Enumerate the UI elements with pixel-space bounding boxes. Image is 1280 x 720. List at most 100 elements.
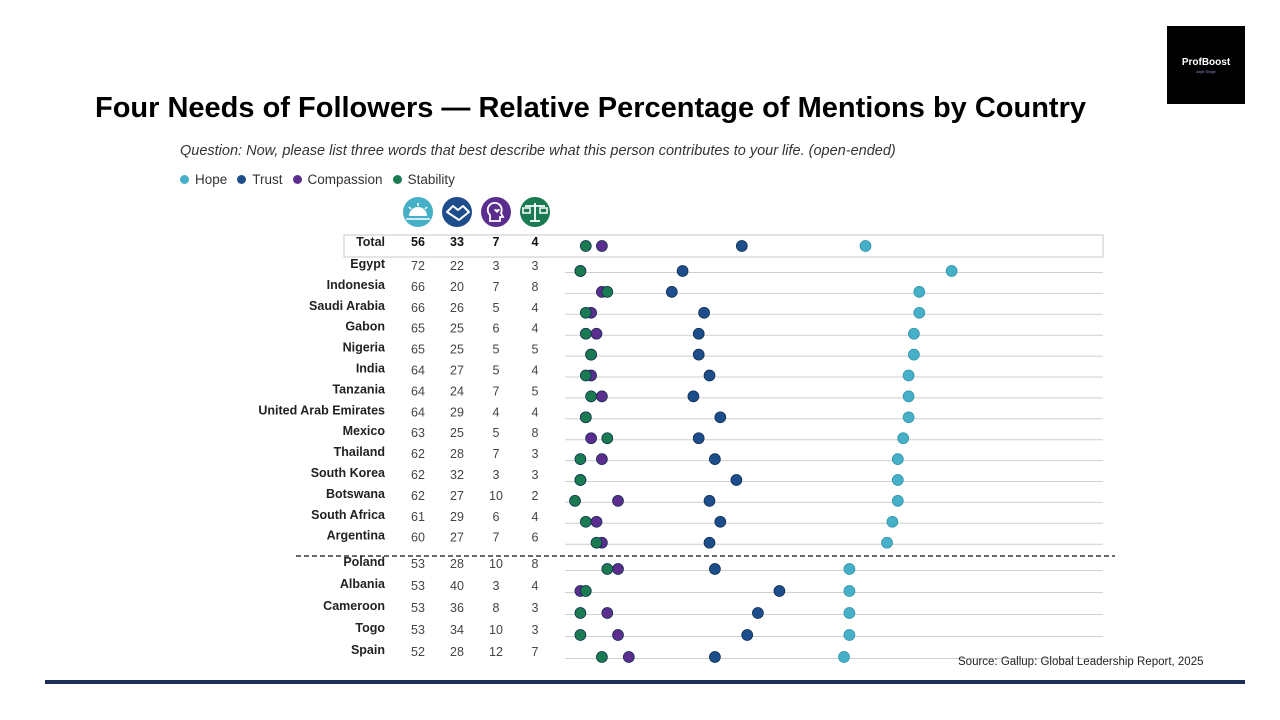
- row-label: Saudi Arabia: [309, 299, 386, 313]
- legend-dot-compassion: [292, 175, 302, 184]
- dot-trust: [698, 306, 710, 319]
- value-label-stability: 4: [532, 322, 539, 336]
- dot-compassion: [590, 515, 603, 528]
- value-label-hope: 65: [411, 343, 425, 357]
- legend-item-compassion: Compassion: [292, 172, 383, 187]
- value-label-compassion: 8: [493, 601, 500, 615]
- value-label-compassion: 5: [493, 343, 500, 357]
- country-row: South Korea 62 32 3 3: [311, 466, 1103, 486]
- value-label-compassion: 12: [489, 645, 503, 659]
- value-label-stability: 8: [532, 557, 539, 571]
- dot-compassion: [596, 240, 608, 252]
- row-label: Albania: [340, 577, 386, 591]
- legend-item-hope: Hope: [180, 172, 227, 187]
- value-label-trust: 25: [450, 322, 464, 336]
- value-label-stability: 3: [532, 259, 539, 273]
- value-label-stability: 4: [532, 405, 539, 419]
- value-label-stability: 5: [532, 343, 539, 357]
- row-label: Togo: [355, 621, 385, 635]
- dot-compassion: [585, 432, 597, 445]
- legend-label-compassion: Compassion: [307, 172, 383, 187]
- dot-hope: [838, 651, 850, 663]
- dot-trust: [692, 327, 705, 340]
- value-label-trust: 20: [450, 280, 464, 294]
- dot-trust: [730, 474, 743, 486]
- dot-stability: [579, 240, 592, 252]
- dot-compassion: [622, 651, 635, 663]
- value-label-hope: 64: [411, 364, 425, 378]
- dot-stability: [601, 432, 614, 445]
- dot-stability: [579, 369, 592, 382]
- value-label-hope: 63: [411, 426, 425, 440]
- country-row: Spain 52 28 12 7: [351, 643, 1103, 663]
- row-label: United Arab Emirates: [258, 403, 385, 417]
- value-label-hope: 53: [411, 623, 425, 637]
- total-row: Total 56 33 7 4: [356, 235, 872, 252]
- dot-stability: [574, 453, 587, 465]
- dot-hope: [891, 474, 904, 486]
- value-label-compassion: 4: [493, 405, 500, 419]
- value-label-trust: 40: [450, 579, 464, 593]
- dot-hope: [908, 348, 920, 361]
- country-row: Botswana 62 27 10 2: [326, 487, 1103, 507]
- country-row: Tanzania 64 24 7 5: [332, 382, 1103, 403]
- value-label-compassion: 10: [489, 489, 503, 503]
- dot-stability: [574, 607, 587, 619]
- dot-compassion: [612, 495, 624, 507]
- dot-hope: [913, 306, 926, 319]
- dot-stability: [579, 515, 592, 528]
- dot-trust: [752, 607, 764, 619]
- country-row: South Africa 61 29 6 4: [311, 508, 1103, 528]
- dot-hope: [891, 453, 904, 465]
- dot-trust: [692, 348, 705, 361]
- country-row: India 64 27 5 4: [356, 362, 1103, 382]
- row-label: Gabon: [345, 320, 385, 334]
- value-label-hope: 62: [411, 468, 425, 482]
- footer-rule: [45, 680, 1245, 684]
- dot-stability: [574, 265, 587, 277]
- dot-trust: [665, 286, 678, 298]
- dot-hope: [843, 629, 856, 641]
- value-label-trust: 26: [450, 301, 464, 315]
- value-label-hope: 56: [411, 235, 425, 249]
- value-label-hope: 62: [411, 489, 425, 503]
- value-label-trust: 34: [450, 623, 464, 637]
- dot-stability: [579, 411, 592, 424]
- value-label-stability: 3: [532, 601, 539, 615]
- dot-compassion: [612, 563, 624, 575]
- value-label-trust: 29: [450, 510, 464, 524]
- scale-icon: [520, 197, 550, 227]
- row-label: Mexico: [343, 424, 386, 438]
- row-label: Indonesia: [327, 278, 386, 292]
- dot-trust: [773, 585, 786, 597]
- dot-trust: [692, 432, 705, 445]
- value-label-stability: 4: [532, 364, 539, 378]
- country-row: Thailand 62 28 7 3: [334, 445, 1103, 465]
- value-label-compassion: 7: [493, 235, 500, 249]
- value-label-stability: 8: [532, 426, 539, 440]
- dot-stability: [585, 390, 597, 403]
- value-label-hope: 66: [411, 301, 425, 315]
- logo-tagline: Arpit Singh: [1196, 68, 1216, 74]
- value-label-hope: 61: [411, 510, 425, 524]
- dot-stability: [601, 286, 614, 298]
- dot-trust: [735, 240, 748, 252]
- value-label-hope: 53: [411, 579, 425, 593]
- value-label-trust: 27: [450, 364, 464, 378]
- dot-hope: [945, 265, 958, 277]
- country-row: United Arab Emirates 64 29 4 4: [258, 403, 1103, 424]
- value-label-compassion: 7: [493, 384, 500, 398]
- legend-dot-hope: [180, 175, 189, 184]
- value-label-compassion: 10: [489, 623, 503, 637]
- dot-compassion: [601, 607, 614, 619]
- value-label-compassion: 7: [493, 447, 500, 461]
- row-label: Botswana: [326, 487, 386, 501]
- dot-stability: [590, 536, 603, 549]
- dot-hope: [908, 327, 920, 340]
- dot-trust: [703, 495, 716, 507]
- dot-trust: [703, 369, 716, 382]
- value-label-hope: 62: [411, 447, 425, 461]
- value-label-compassion: 10: [489, 557, 503, 571]
- legend-label-stability: Stability: [407, 172, 455, 187]
- value-label-stability: 2: [532, 489, 539, 503]
